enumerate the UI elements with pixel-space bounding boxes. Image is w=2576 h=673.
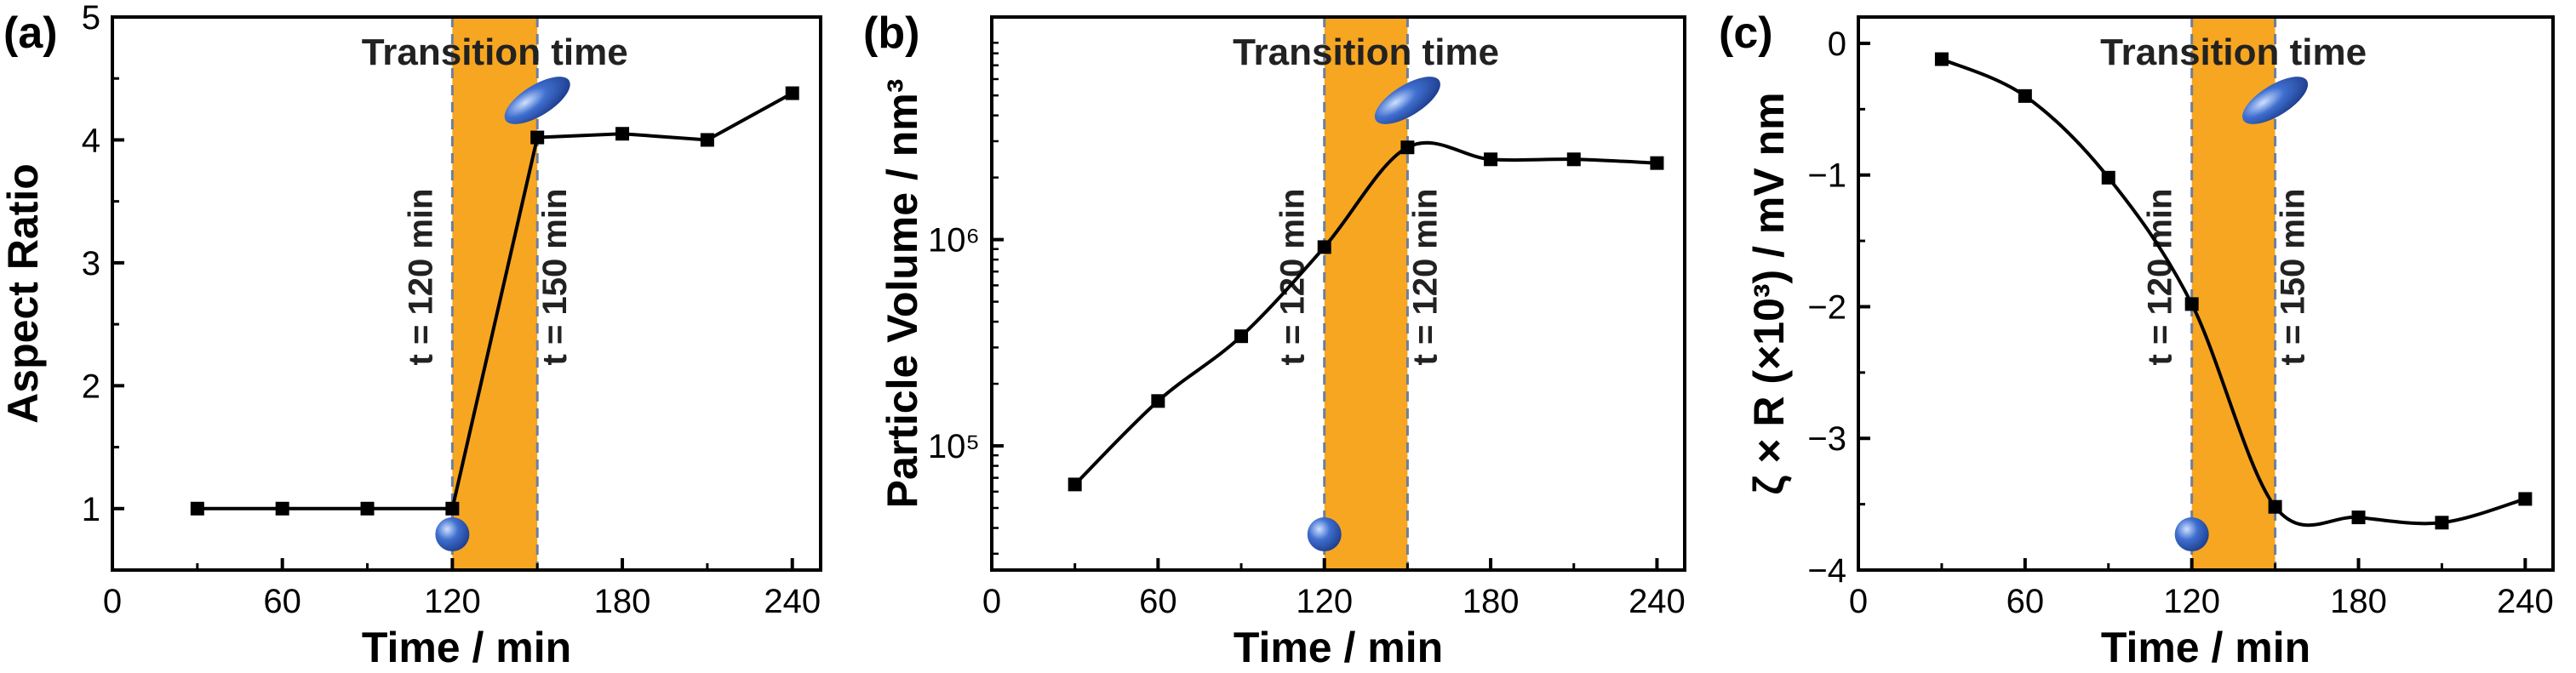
chart-2-vline-label-0: t = 120 min — [2142, 189, 2179, 366]
chart-1-data-point-5 — [1484, 152, 1498, 167]
chart-2-panel-label: (c) — [1719, 9, 1773, 58]
chart-2-data-point-2 — [2101, 170, 2115, 185]
chart-0-y-tick-label-3: 4 — [82, 122, 100, 159]
chart-2-data-point-1 — [2018, 88, 2032, 103]
chart-0-x-tick-label-1: 60 — [263, 583, 301, 620]
chart-2-data-point-0 — [1934, 52, 1949, 66]
chart-panel-a: 0 60 120 180 240 1 2 3 4 5 Time / min Aspect Ratio (… — [0, 0, 851, 671]
chart-1-x-tick-label-0: 0 — [982, 583, 1001, 620]
chart-0-y-tick-label-0: 1 — [82, 491, 100, 528]
chart-0-data-point-2 — [360, 501, 375, 516]
chart-1-y-axis-title: Particle Volume / nm³ — [879, 79, 926, 509]
sphere-particle-icon — [435, 517, 470, 551]
chart-2-y-tick-label-3: −3 — [1807, 420, 1846, 458]
chart-1-y-tick-label-1: 10⁶ — [928, 222, 980, 260]
chart-2-x-tick-label-2: 120 — [2163, 583, 2220, 620]
chart-2-data-point-5 — [2351, 510, 2366, 525]
chart-1-data-point-6 — [1566, 152, 1581, 167]
chart-0-data-point-1 — [275, 501, 289, 516]
chart-2-data-point-6 — [2435, 516, 2449, 530]
chart-0-vline-label-0: t = 120 min — [402, 189, 439, 366]
chart-2-data-point-4 — [2268, 499, 2282, 514]
chart-1-x-tick-label-4: 240 — [1629, 583, 1686, 620]
chart-0-y-tick-label-4: 5 — [82, 0, 100, 37]
chart-0-series-line — [197, 91, 793, 510]
chart-1-data-point-3 — [1317, 240, 1331, 254]
chart-0-panel-label: (a) — [3, 9, 58, 58]
chart-svg: 0 60 120 180 240 0 −1 −2 −3 −4 Time / min ζ × R (×1… — [1719, 9, 2555, 671]
chart-1-x-tick-label-3: 180 — [1463, 583, 1520, 620]
chart-2-y-tick-label-2: −2 — [1807, 288, 1846, 326]
chart-1-data-point-2 — [1234, 329, 1249, 344]
chart-2-x-tick-label-0: 0 — [1849, 583, 1868, 620]
chart-0-y-tick-label-1: 2 — [82, 368, 100, 405]
chart-1-x-axis-title: Time / min — [1234, 624, 1443, 669]
chart-0-data-point-7 — [785, 86, 799, 100]
chart-1-vline-label-0: t = 120 min — [1274, 189, 1312, 366]
chart-1-data-point-4 — [1400, 140, 1415, 155]
chart-2-x-axis-title: Time / min — [2101, 624, 2310, 669]
chart-0-x-tick-label-3: 180 — [594, 583, 651, 620]
chart-0-data-point-5 — [615, 127, 630, 141]
chart-2-vline-label-1: t = 150 min — [2275, 189, 2312, 366]
chart-0-x-tick-label-0: 0 — [103, 583, 122, 620]
sphere-particle-icon — [2174, 517, 2209, 551]
ellipsoid-particle-icon — [2242, 77, 2309, 124]
chart-panel-c: 0 60 120 180 240 0 −1 −2 −3 −4 Time / min ζ × R (×1… — [1715, 0, 2571, 671]
chart-2-y-axis-title: ζ × R (×10³) / mV nm — [1745, 92, 1793, 494]
chart-2-x-tick-label-1: 60 — [2006, 583, 2045, 620]
chart-2-data-point-3 — [2184, 297, 2199, 311]
chart-0-data-point-0 — [190, 501, 204, 516]
chart-0-annotation: Transition time — [362, 31, 628, 73]
ellipsoid-particle-icon — [504, 77, 570, 124]
chart-1-vline-label-1: t = 120 min — [1406, 189, 1444, 366]
chart-0-x-tick-label-2: 120 — [424, 583, 481, 620]
chart-0-vline-label-1: t = 150 min — [536, 189, 574, 366]
ellipsoid-particle-icon — [1374, 77, 1440, 124]
chart-0-data-point-3 — [445, 501, 460, 516]
chart-1-x-tick-label-1: 60 — [1139, 583, 1177, 620]
chart-1-data-point-7 — [1650, 156, 1664, 170]
chart-1-plot-frame — [990, 15, 1686, 572]
chart-1-annotation: Transition time — [1233, 31, 1499, 73]
chart-2-annotation: Transition time — [2100, 31, 2367, 73]
chart-1-panel-label: (b) — [863, 9, 919, 58]
chart-2-y-tick-label-4: −4 — [1807, 552, 1846, 590]
chart-0-y-axis-title: Aspect Ratio — [0, 163, 47, 424]
chart-0-data-point-6 — [700, 133, 714, 147]
chart-2-plot-frame — [1857, 15, 2555, 572]
sphere-particle-icon — [1307, 517, 1342, 551]
chart-panel-b: 0 60 120 180 240 10⁵ 10⁶ Time / min Particle Vol… — [860, 0, 1711, 671]
chart-0-plot-frame — [111, 15, 822, 572]
chart-1-y-tick-label-0: 10⁵ — [928, 428, 980, 465]
chart-0-data-point-4 — [530, 130, 545, 145]
chart-1-data-point-1 — [1151, 394, 1165, 408]
chart-2-series-line — [1941, 57, 2526, 528]
chart-1-x-tick-label-2: 120 — [1296, 583, 1353, 620]
chart-1-data-point-0 — [1068, 477, 1082, 492]
chart-0-x-tick-label-4: 240 — [764, 583, 821, 620]
chart-0-y-tick-label-2: 3 — [82, 245, 100, 282]
chart-2-y-tick-label-0: 0 — [1828, 26, 1846, 63]
chart-svg: 0 60 120 180 240 1 2 3 4 5 Time / min Aspect Ratio (… — [0, 0, 822, 671]
chart-2-y-tick-label-1: −1 — [1807, 157, 1846, 195]
chart-svg: 0 60 120 180 240 10⁵ 10⁶ Time / min Particle Vol… — [863, 9, 1686, 671]
chart-0-x-axis-title: Time / min — [362, 624, 571, 669]
chart-2-data-point-7 — [2518, 492, 2533, 506]
chart-2-x-tick-label-3: 180 — [2330, 583, 2387, 620]
chart-2-x-tick-label-4: 240 — [2497, 583, 2554, 620]
